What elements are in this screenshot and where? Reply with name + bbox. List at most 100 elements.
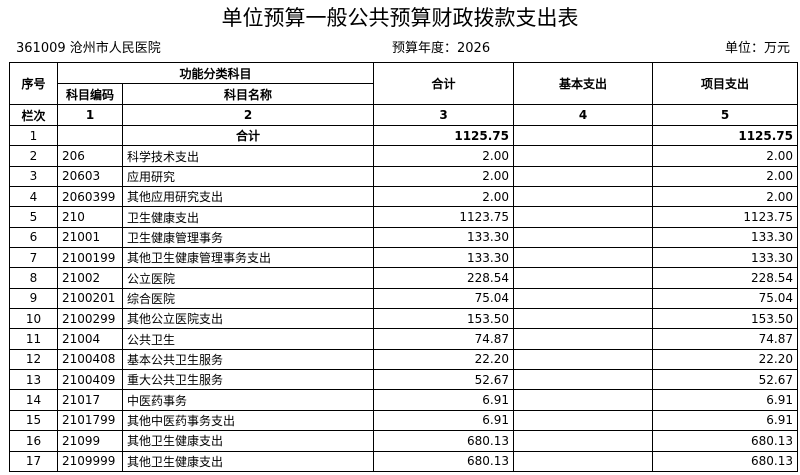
- cell-code: 2109999: [57, 450, 123, 472]
- cell-basic: [513, 409, 653, 432]
- unit-name: 361009 沧州市人民医院: [16, 41, 161, 56]
- page-title: 单位预算一般公共预算财政拨款支出表: [221, 6, 579, 30]
- cell-project: 52.67: [652, 369, 798, 391]
- cell-name: 公立医院: [122, 267, 374, 289]
- table-row: 11 21004 公共卫生 74.87 74.87: [9, 328, 798, 350]
- cell-total: 2.00: [373, 165, 514, 188]
- cell-project: 74.87: [652, 328, 798, 350]
- cell-code: 21002: [57, 267, 123, 289]
- cell-basic: [513, 206, 653, 228]
- cell-name: 综合医院: [122, 287, 374, 310]
- cell-project: 1123.75: [652, 206, 798, 228]
- cell-name: 应用研究: [122, 165, 374, 188]
- cell-name: 其他中医药事务支出: [122, 409, 374, 432]
- cell-code: 2101799: [57, 409, 123, 432]
- cell-total: 52.67: [373, 369, 514, 391]
- cell-basic: [513, 247, 653, 269]
- cell-basic: [513, 165, 653, 188]
- col-num: 4: [513, 104, 653, 126]
- cell-project: 2.00: [652, 165, 798, 188]
- cell-total: 680.13: [373, 430, 514, 452]
- col-num: 1: [57, 104, 123, 126]
- col-num: 5: [652, 104, 798, 126]
- cell-code: 2100409: [57, 369, 123, 391]
- cell-name: 其他公立医院支出: [122, 308, 374, 330]
- cell-code: 21017: [57, 389, 123, 411]
- cell-total: 153.50: [373, 308, 514, 330]
- header-basic: 基本支出: [513, 62, 653, 105]
- col-num: 2: [122, 104, 374, 126]
- cell-code: 2100201: [57, 287, 123, 310]
- cell-project: 133.30: [652, 247, 798, 269]
- cell-seq: 17: [9, 450, 58, 472]
- cell-basic: [513, 328, 653, 350]
- cell-project: 1125.75: [652, 124, 798, 147]
- table-row: 7 2100199 其他卫生健康管理事务支出 133.30 133.30: [9, 247, 798, 269]
- cell-basic: [513, 308, 653, 330]
- cell-seq: 8: [9, 267, 58, 289]
- cell-seq: 5: [9, 206, 58, 228]
- cell-name: 其他应用研究支出: [122, 186, 374, 208]
- cell-project: 6.91: [652, 409, 798, 432]
- cell-basic: [513, 267, 653, 289]
- cell-basic: [513, 186, 653, 208]
- cell-seq: 4: [9, 186, 58, 208]
- cell-total: 6.91: [373, 409, 514, 432]
- cell-name: 其他卫生健康支出: [122, 450, 374, 472]
- table-row: 16 21099 其他卫生健康支出 680.13 680.13: [9, 430, 798, 452]
- cell-project: 75.04: [652, 287, 798, 310]
- table-row: 8 21002 公立医院 228.54 228.54: [9, 267, 798, 289]
- table-row: 3 20603 应用研究 2.00 2.00: [9, 165, 798, 188]
- cell-code: 21004: [57, 328, 123, 350]
- table-row: 10 2100299 其他公立医院支出 153.50 153.50: [9, 308, 798, 330]
- cell-code: 206: [57, 145, 123, 167]
- cell-project: 2.00: [652, 186, 798, 208]
- table-row: 4 2060399 其他应用研究支出 2.00 2.00: [9, 186, 798, 208]
- cell-total: 133.30: [373, 247, 514, 269]
- table-row: 9 2100201 综合医院 75.04 75.04: [9, 287, 798, 310]
- cell-total: 680.13: [373, 450, 514, 472]
- cell-name: 其他卫生健康管理事务支出: [122, 247, 374, 269]
- cell-total: 2.00: [373, 186, 514, 208]
- cell-name: 卫生健康支出: [122, 206, 374, 228]
- cell-name: 合计: [122, 124, 374, 147]
- cell-basic: [513, 450, 653, 472]
- cell-total: 133.30: [373, 226, 514, 249]
- cell-seq: 10: [9, 308, 58, 330]
- table-row: 14 21017 中医药事务 6.91 6.91: [9, 389, 798, 411]
- cell-total: 6.91: [373, 389, 514, 411]
- budget-table: 序号 功能分类科目 合计 基本支出 项目支出 科目编码 科目名称 栏次 1 2 3 4 5 1 合计 1…: [9, 62, 798, 472]
- col-num: 3: [373, 104, 514, 126]
- cell-seq: 1: [9, 124, 58, 147]
- cell-code: 2100299: [57, 308, 123, 330]
- cell-total: 1123.75: [373, 206, 514, 228]
- cell-project: 680.13: [652, 450, 798, 472]
- cell-basic: [513, 369, 653, 391]
- budget-year: 预算年度：2026: [392, 41, 491, 56]
- cell-code: 210: [57, 206, 123, 228]
- cell-total: 2.00: [373, 145, 514, 167]
- header-seq: 序号: [9, 62, 58, 105]
- cell-code: 2060399: [57, 186, 123, 208]
- header-project: 项目支出: [652, 62, 798, 105]
- cell-project: 2.00: [652, 145, 798, 167]
- table-row: 13 2100409 重大公共卫生服务 52.67 52.67: [9, 369, 798, 391]
- cell-code: [57, 124, 123, 147]
- cell-total: 22.20: [373, 348, 514, 371]
- cell-name: 其他卫生健康支出: [122, 430, 374, 452]
- cell-seq: 6: [9, 226, 58, 249]
- header-code: 科目编码: [57, 83, 123, 105]
- cell-project: 680.13: [652, 430, 798, 452]
- cell-seq: 9: [9, 287, 58, 310]
- cell-project: 153.50: [652, 308, 798, 330]
- cell-code: 20603: [57, 165, 123, 188]
- cell-name: 中医药事务: [122, 389, 374, 411]
- table-row: 6 21001 卫生健康管理事务 133.30 133.30: [9, 226, 798, 249]
- header-name: 科目名称: [122, 83, 374, 105]
- cell-basic: [513, 226, 653, 249]
- table-row: 17 2109999 其他卫生健康支出 680.13 680.13: [9, 450, 798, 472]
- cell-project: 22.20: [652, 348, 798, 371]
- cell-seq: 14: [9, 389, 58, 411]
- cell-total: 228.54: [373, 267, 514, 289]
- cell-code: 21001: [57, 226, 123, 249]
